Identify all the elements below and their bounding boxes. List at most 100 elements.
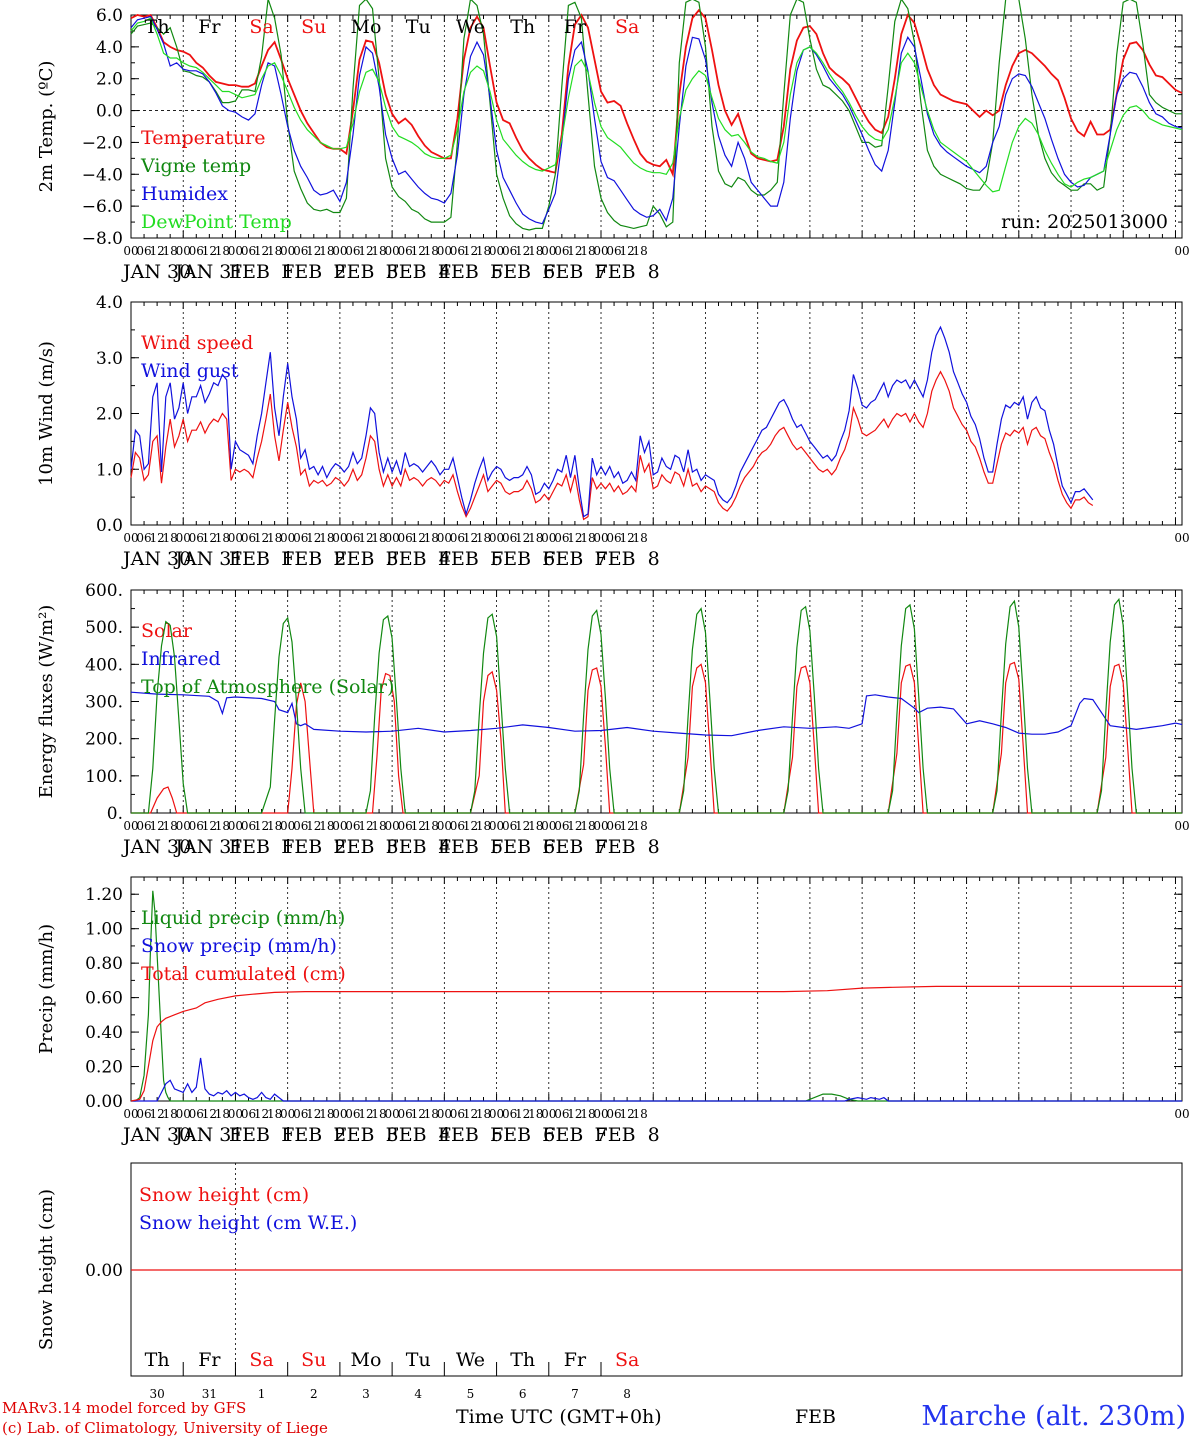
day-number: 7 bbox=[571, 1387, 579, 1401]
y-tick-label: 1.0 bbox=[96, 460, 123, 480]
day-number: 8 bbox=[623, 1387, 631, 1401]
legend-entry: DewPoint Temp bbox=[141, 211, 292, 233]
day-name-top: Th bbox=[145, 16, 170, 38]
legend-entry: Snow height (cm) bbox=[139, 1184, 309, 1206]
hour-label: 06 bbox=[345, 531, 360, 545]
y-tick-label: 6.0 bbox=[96, 6, 123, 26]
hour-label: 06 bbox=[345, 819, 360, 833]
day-name-bottom: Fr bbox=[198, 1349, 221, 1371]
hour-label: 18 bbox=[267, 244, 282, 258]
day-number: 6 bbox=[519, 1387, 527, 1401]
series-line-precip-2 bbox=[130, 985, 1182, 1102]
hour-label: 12 bbox=[202, 819, 217, 833]
date-label: FEB 7 bbox=[542, 261, 607, 283]
y-tick-label: 0.20 bbox=[85, 1058, 123, 1078]
y-tick-label: 100. bbox=[85, 767, 123, 787]
hour-label: 06 bbox=[398, 244, 413, 258]
hour-label: 18 bbox=[633, 819, 648, 833]
hour-label: 12 bbox=[254, 819, 269, 833]
hour-label: 00 bbox=[489, 244, 504, 258]
hour-label: 18 bbox=[215, 531, 230, 545]
hour-label: 12 bbox=[202, 1107, 217, 1121]
hour-label: 06 bbox=[450, 819, 465, 833]
day-name-top: Tu bbox=[406, 16, 431, 38]
y-tick-label: −2.0 bbox=[82, 133, 123, 153]
day-number: 2 bbox=[310, 1387, 318, 1401]
hour-label: 12 bbox=[306, 244, 321, 258]
hour-label: 00 bbox=[332, 531, 347, 545]
hour-label: 00 bbox=[541, 531, 556, 545]
hour-label: 00 bbox=[332, 244, 347, 258]
date-label: FEB 4 bbox=[386, 1124, 451, 1146]
hour-label: 00 bbox=[176, 244, 191, 258]
hour-label: 06 bbox=[241, 819, 256, 833]
hour-label: 12 bbox=[619, 1107, 634, 1121]
y-tick-label: 600. bbox=[85, 581, 123, 601]
hour-label: 00 bbox=[437, 244, 452, 258]
hour-label: 12 bbox=[515, 244, 530, 258]
hour-label: 18 bbox=[633, 244, 648, 258]
hour-label: 18 bbox=[476, 531, 491, 545]
date-label: JAN 31 bbox=[173, 261, 243, 283]
series-line-wind-1 bbox=[130, 325, 1094, 518]
series-line-precip-1 bbox=[131, 1057, 1182, 1102]
date-label: JAN 31 bbox=[173, 1124, 243, 1146]
hour-label: 12 bbox=[567, 819, 582, 833]
hour-label: 12 bbox=[358, 244, 373, 258]
series-line-energy-1 bbox=[130, 691, 1183, 737]
hour-label: 18 bbox=[215, 244, 230, 258]
y-tick-label: 4.0 bbox=[96, 293, 123, 313]
hour-label: 06 bbox=[554, 244, 569, 258]
y-tick-label: 2.0 bbox=[96, 405, 123, 425]
y-axis-label: Energy fluxes (W/m²) bbox=[36, 605, 57, 799]
date-label: JAN 30 bbox=[121, 548, 191, 570]
month-label: FEB bbox=[795, 1406, 837, 1428]
hour-label: 00 bbox=[280, 1107, 295, 1121]
legend-entry: Wind gust bbox=[141, 360, 239, 382]
hour-label: 18 bbox=[371, 531, 386, 545]
hour-label: 18 bbox=[267, 531, 282, 545]
date-label: JAN 31 bbox=[173, 836, 243, 858]
hour-label: 00 bbox=[332, 1107, 347, 1121]
legend-entry: Liquid precip (mm/h) bbox=[141, 907, 345, 929]
y-tick-label: 500. bbox=[85, 618, 123, 638]
y-tick-label: −8.0 bbox=[82, 229, 123, 249]
hour-label: 18 bbox=[476, 244, 491, 258]
hour-label: 00 bbox=[1174, 531, 1189, 545]
y-tick-label: 3.0 bbox=[96, 349, 123, 369]
hour-label: 00 bbox=[176, 1107, 191, 1121]
date-label: FEB 6 bbox=[490, 836, 555, 858]
hour-label: 18 bbox=[371, 819, 386, 833]
hour-label: 06 bbox=[502, 531, 517, 545]
date-label: FEB 7 bbox=[542, 836, 607, 858]
hour-label: 00 bbox=[489, 531, 504, 545]
series-line-temp-3 bbox=[130, 17, 1183, 193]
hour-label: 06 bbox=[345, 1107, 360, 1121]
y-tick-label: 2.0 bbox=[96, 70, 123, 90]
hour-label: 06 bbox=[450, 244, 465, 258]
y-tick-label: −4.0 bbox=[82, 165, 123, 185]
hour-label: 12 bbox=[149, 819, 164, 833]
hour-label: 12 bbox=[463, 531, 478, 545]
legend-entry: Infrared bbox=[141, 648, 221, 670]
hour-label: 18 bbox=[371, 244, 386, 258]
date-label: FEB 3 bbox=[333, 1124, 398, 1146]
hour-label: 00 bbox=[437, 531, 452, 545]
y-axis-label: Snow height (cm) bbox=[36, 1189, 57, 1350]
hour-label: 18 bbox=[163, 244, 178, 258]
hour-label: 06 bbox=[241, 531, 256, 545]
date-label: JAN 30 bbox=[121, 261, 191, 283]
y-axis-label: 10m Wind (m/s) bbox=[36, 341, 57, 486]
hour-label: 00 bbox=[541, 819, 556, 833]
date-label: FEB 2 bbox=[281, 261, 346, 283]
hour-label: 06 bbox=[398, 819, 413, 833]
hour-label: 06 bbox=[554, 1107, 569, 1121]
hour-label: 06 bbox=[398, 531, 413, 545]
hour-label: 00 bbox=[593, 244, 608, 258]
date-label: JAN 31 bbox=[173, 548, 243, 570]
hour-label: 12 bbox=[306, 1107, 321, 1121]
date-label: FEB 8 bbox=[595, 836, 660, 858]
legend-entry: Snow precip (mm/h) bbox=[141, 935, 337, 957]
hour-label: 18 bbox=[215, 1107, 230, 1121]
hour-label: 12 bbox=[411, 531, 426, 545]
